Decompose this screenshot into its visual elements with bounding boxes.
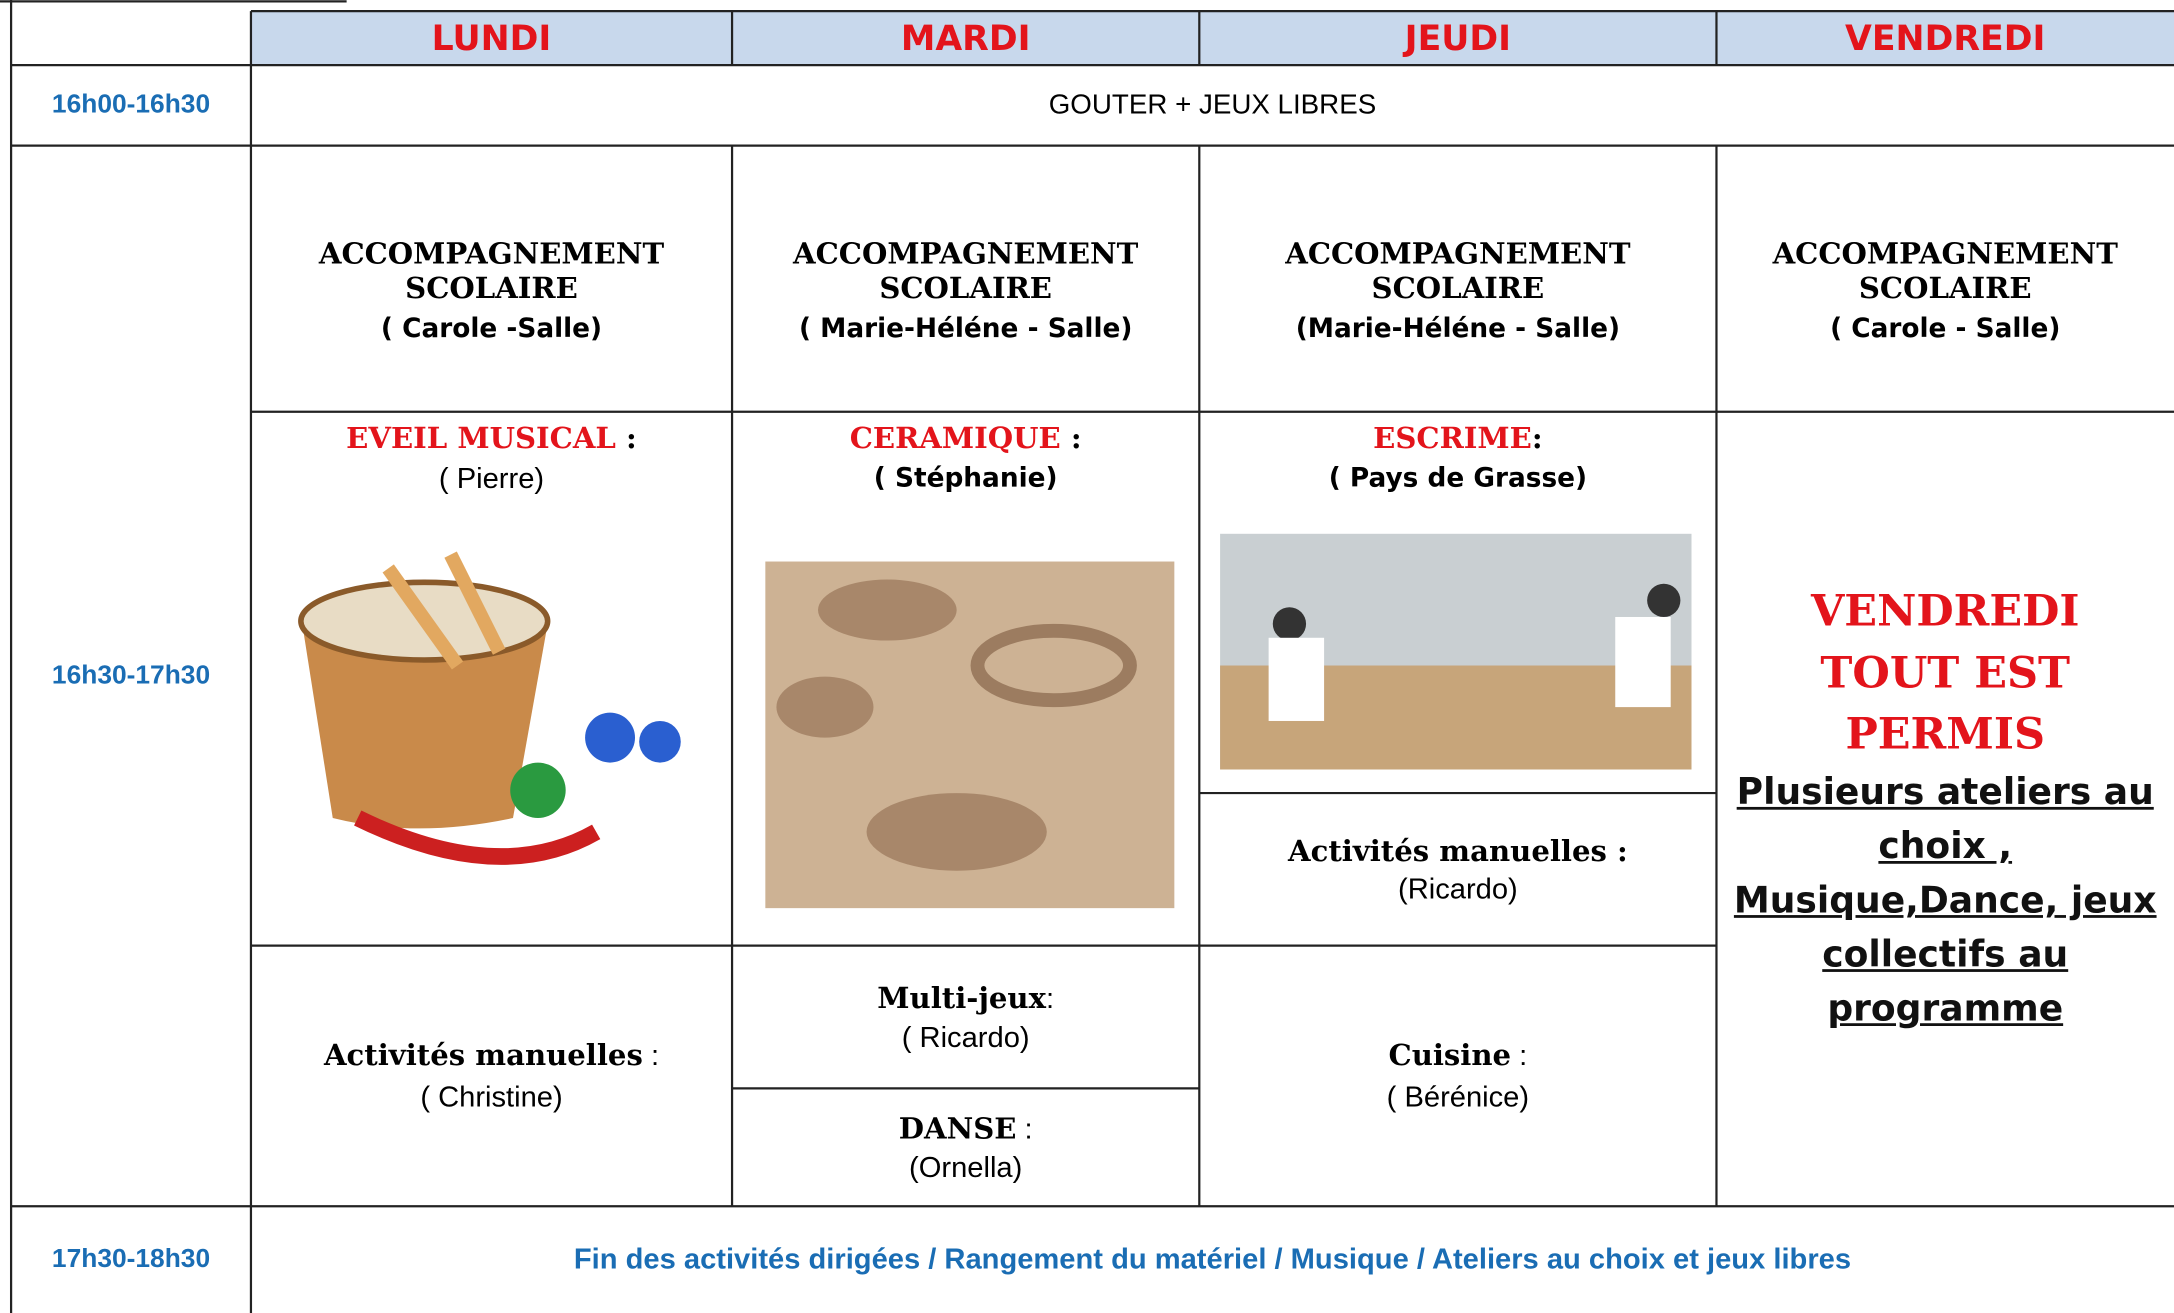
title: EVEIL MUSICAL <box>346 420 616 455</box>
cell: ACCOMPAGNEMENT SCOLAIRE ( Carole -Salle) <box>251 146 732 412</box>
who: ( Stéphanie) <box>873 463 1058 494</box>
cell: Activités manuelles : ( Christine) <box>251 946 732 1207</box>
sep: : <box>642 1039 660 1072</box>
time-label: 16h00-16h30 <box>51 90 211 120</box>
title: CERAMIQUE <box>849 420 1061 455</box>
cell: ESCRIME: ( Pays de Grasse) <box>1199 412 1716 494</box>
who: ( Carole -Salle) <box>380 313 603 344</box>
ceramic-image <box>765 561 1175 909</box>
time-label: 16h30-17h30 <box>51 660 211 690</box>
slot: GOUTER + JEUX LIBRES <box>251 65 2174 145</box>
cell: ACCOMPAGNEMENT SCOLAIRE ( Marie-Héléne - … <box>732 146 1199 412</box>
who: ( Pays de Grasse) <box>1328 463 1588 494</box>
slot-text: GOUTER + JEUX LIBRES <box>1048 89 1377 120</box>
day-label: MARDI <box>900 18 1031 59</box>
title: ACCOMPAGNEMENT SCOLAIRE <box>793 235 1139 306</box>
title: DANSE <box>898 1109 1017 1145</box>
cell: EVEIL MUSICAL : ( Pierre) <box>251 412 732 497</box>
day: JEUDI <box>1199 11 1716 65</box>
time-label: 17h30-18h30 <box>51 1244 211 1274</box>
who: (Ricardo) <box>1398 872 1518 905</box>
fencing-image <box>1220 533 1692 770</box>
time: 17h30-18h30 <box>11 1206 251 1313</box>
title: Activités manuelles <box>323 1037 643 1072</box>
cell: ACCOMPAGNEMENT SCOLAIRE (Marie-Héléne - S… <box>1199 146 1716 412</box>
title: Multi-jeux <box>877 979 1046 1015</box>
title: ACCOMPAGNEMENT SCOLAIRE <box>318 235 665 306</box>
day-label: VENDREDI <box>1845 18 2046 59</box>
cell: ACCOMPAGNEMENT SCOLAIRE ( Carole - Salle) <box>1716 146 2174 412</box>
sep: : <box>1060 420 1082 455</box>
time: 16h30-17h30 <box>11 146 251 1207</box>
slot: Fin des activités dirigées / Rangement d… <box>251 1206 2174 1313</box>
who: ( Bérénice) <box>1386 1081 1530 1114</box>
cell: CERAMIQUE :( Stéphanie) <box>732 412 1199 494</box>
day-label: LUNDI <box>431 18 552 59</box>
who: (Marie-Héléne - Salle) <box>1295 313 1621 344</box>
who: ( Pierre) <box>438 463 545 495</box>
sep: : <box>1045 982 1055 1015</box>
day: VENDREDI <box>1716 11 2174 65</box>
slot-text: Fin des activités dirigées / Rangement d… <box>573 1242 1852 1275</box>
title: VENDREDI TOUT EST PERMIS <box>1810 585 2080 761</box>
time: 16h00-16h30 <box>11 65 251 145</box>
title: ESCRIME <box>1373 420 1532 455</box>
cell: DANSE : (Ornella) <box>732 1088 1199 1206</box>
header-bg <box>250 11 2174 66</box>
title: ACCOMPAGNEMENT SCOLAIRE <box>1772 235 2118 306</box>
who: ( Ricardo) <box>901 1021 1030 1054</box>
cell: VENDREDI TOUT EST PERMIS Plusieurs atelie… <box>1716 412 2174 1206</box>
who: (Ornella) <box>909 1151 1023 1184</box>
sep: : <box>1531 420 1543 455</box>
cell: Cuisine : ( Bérénice) <box>1199 946 1716 1207</box>
sep: : <box>1511 1039 1528 1072</box>
title: Cuisine <box>1388 1037 1512 1072</box>
sep: : <box>615 420 637 455</box>
drum-image <box>298 551 681 865</box>
day: MARDI <box>732 11 1199 65</box>
cell: Activités manuelles : (Ricardo) <box>1199 793 1716 946</box>
sep: : <box>1016 1112 1033 1145</box>
title: ACCOMPAGNEMENT SCOLAIRE <box>1285 235 1631 306</box>
who: ( Marie-Héléne - Salle) <box>798 313 1133 344</box>
who: ( Carole - Salle) <box>1830 313 2061 344</box>
text: Plusieurs ateliers au choix , Musique,Da… <box>1733 772 2157 1031</box>
title: Activités manuelles : <box>1287 832 1628 868</box>
day-label: JEUDI <box>1404 18 1512 59</box>
who: ( Christine) <box>420 1081 563 1114</box>
day: LUNDI <box>251 11 732 65</box>
cell: Multi-jeux: ( Ricardo) <box>732 946 1199 1089</box>
